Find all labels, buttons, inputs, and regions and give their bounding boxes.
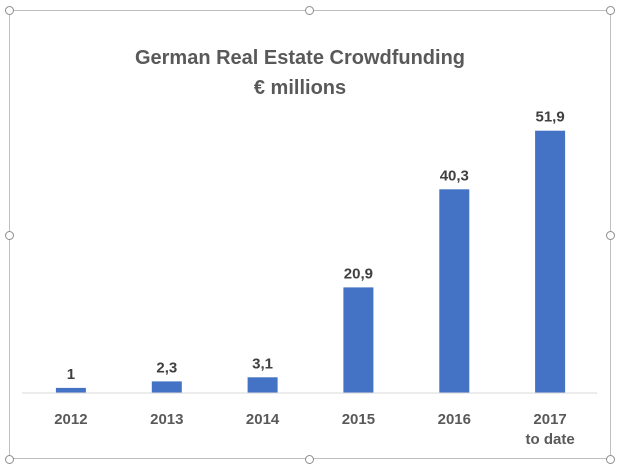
data-label-2017: 51,9: [535, 109, 564, 126]
bar-2014[interactable]: [247, 377, 278, 393]
resize-handle-bottom-right[interactable]: [606, 455, 615, 464]
bar-2012[interactable]: [55, 387, 86, 393]
data-label-2012: 1: [67, 366, 75, 383]
x-tick-label-2014: 2014: [246, 411, 280, 428]
bar-2013[interactable]: [151, 381, 182, 393]
resize-handle-top-center[interactable]: [305, 6, 314, 15]
data-labels-group: 1 2,3 3,1 20,9 40,3 51,9: [67, 109, 565, 383]
data-label-2016: 40,3: [440, 167, 469, 184]
resize-handle-bottom-left[interactable]: [5, 455, 14, 464]
x-tick-label-2017-line2: to date: [526, 431, 575, 448]
bar-2017[interactable]: [535, 130, 566, 393]
resize-handle-middle-right[interactable]: [606, 231, 615, 240]
data-label-2015: 20,9: [344, 265, 373, 282]
resize-handle-middle-left[interactable]: [5, 231, 14, 240]
x-tick-label-2013: 2013: [150, 411, 183, 428]
data-label-2013: 2,3: [156, 359, 177, 376]
x-tick-label-2012: 2012: [54, 411, 87, 428]
bar-2015[interactable]: [343, 287, 374, 393]
x-tick-labels-group: 2012 2013 2014 2015 2016 2017 to date: [54, 411, 574, 448]
x-tick-label-2016: 2016: [438, 411, 471, 428]
chart-title: German Real Estate Crowdfunding: [135, 47, 465, 69]
x-tick-label-2017: 2017: [533, 411, 566, 428]
data-label-2014: 3,1: [252, 355, 273, 372]
bars-group: [55, 130, 566, 393]
chart-subtitle: € millions: [254, 77, 346, 99]
x-tick-label-2015: 2015: [342, 411, 375, 428]
resize-handle-top-right[interactable]: [606, 6, 615, 15]
resize-handle-top-left[interactable]: [5, 6, 14, 15]
resize-handle-bottom-center[interactable]: [305, 455, 314, 464]
bar-2016[interactable]: [439, 189, 470, 393]
